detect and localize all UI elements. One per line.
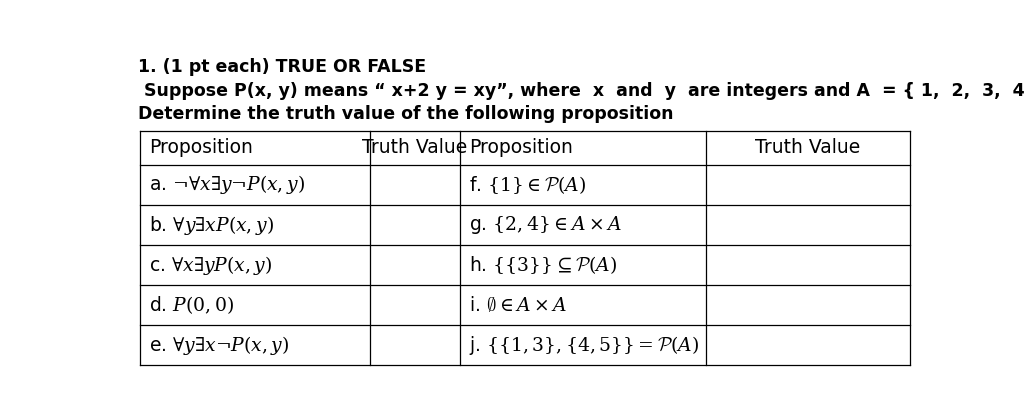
Text: Truth Value: Truth Value bbox=[362, 138, 468, 158]
Text: j. $\{\{1,3\}, \{4, 5\}\} = \mathcal{P}(A)$: j. $\{\{1,3\}, \{4, 5\}\} = \mathcal{P}(… bbox=[469, 334, 699, 357]
Text: Truth Value: Truth Value bbox=[755, 138, 860, 158]
Text: Suppose P(x, y) means “ x+2 y = xy”, where  x  and  y  are integers and A  = { 1: Suppose P(x, y) means “ x+2 y = xy”, whe… bbox=[137, 81, 1024, 100]
Text: Proposition: Proposition bbox=[469, 138, 573, 158]
Text: h. $\{\{3\}\} \subseteq \mathcal{P}(A)$: h. $\{\{3\}\} \subseteq \mathcal{P}(A)$ bbox=[469, 254, 617, 276]
Text: a. $\neg\forall x\exists y\neg P(x,y)$: a. $\neg\forall x\exists y\neg P(x,y)$ bbox=[150, 173, 305, 196]
Text: d. $P(0, 0)$: d. $P(0, 0)$ bbox=[150, 294, 234, 316]
Text: e. $\forall y\exists x\neg P(x,y)$: e. $\forall y\exists x\neg P(x,y)$ bbox=[150, 334, 290, 357]
Text: f. $\{1\} \in \mathcal{P}(A)$: f. $\{1\} \in \mathcal{P}(A)$ bbox=[469, 174, 587, 196]
Text: Proposition: Proposition bbox=[150, 138, 253, 158]
Text: 1. (1 pt each) TRUE OR FALSE: 1. (1 pt each) TRUE OR FALSE bbox=[137, 58, 426, 76]
Text: Determine the truth value of the following proposition: Determine the truth value of the followi… bbox=[137, 105, 673, 123]
Text: c. $\forall x\exists y P(x,y)$: c. $\forall x\exists y P(x,y)$ bbox=[150, 254, 272, 276]
Text: i. $\emptyset \in A \times A$: i. $\emptyset \in A \times A$ bbox=[469, 295, 567, 315]
Text: b. $\forall y\exists x P(x,y)$: b. $\forall y\exists x P(x,y)$ bbox=[150, 214, 274, 236]
Text: g. $\{2, 4\} \in A \times A$: g. $\{2, 4\} \in A \times A$ bbox=[469, 214, 623, 236]
